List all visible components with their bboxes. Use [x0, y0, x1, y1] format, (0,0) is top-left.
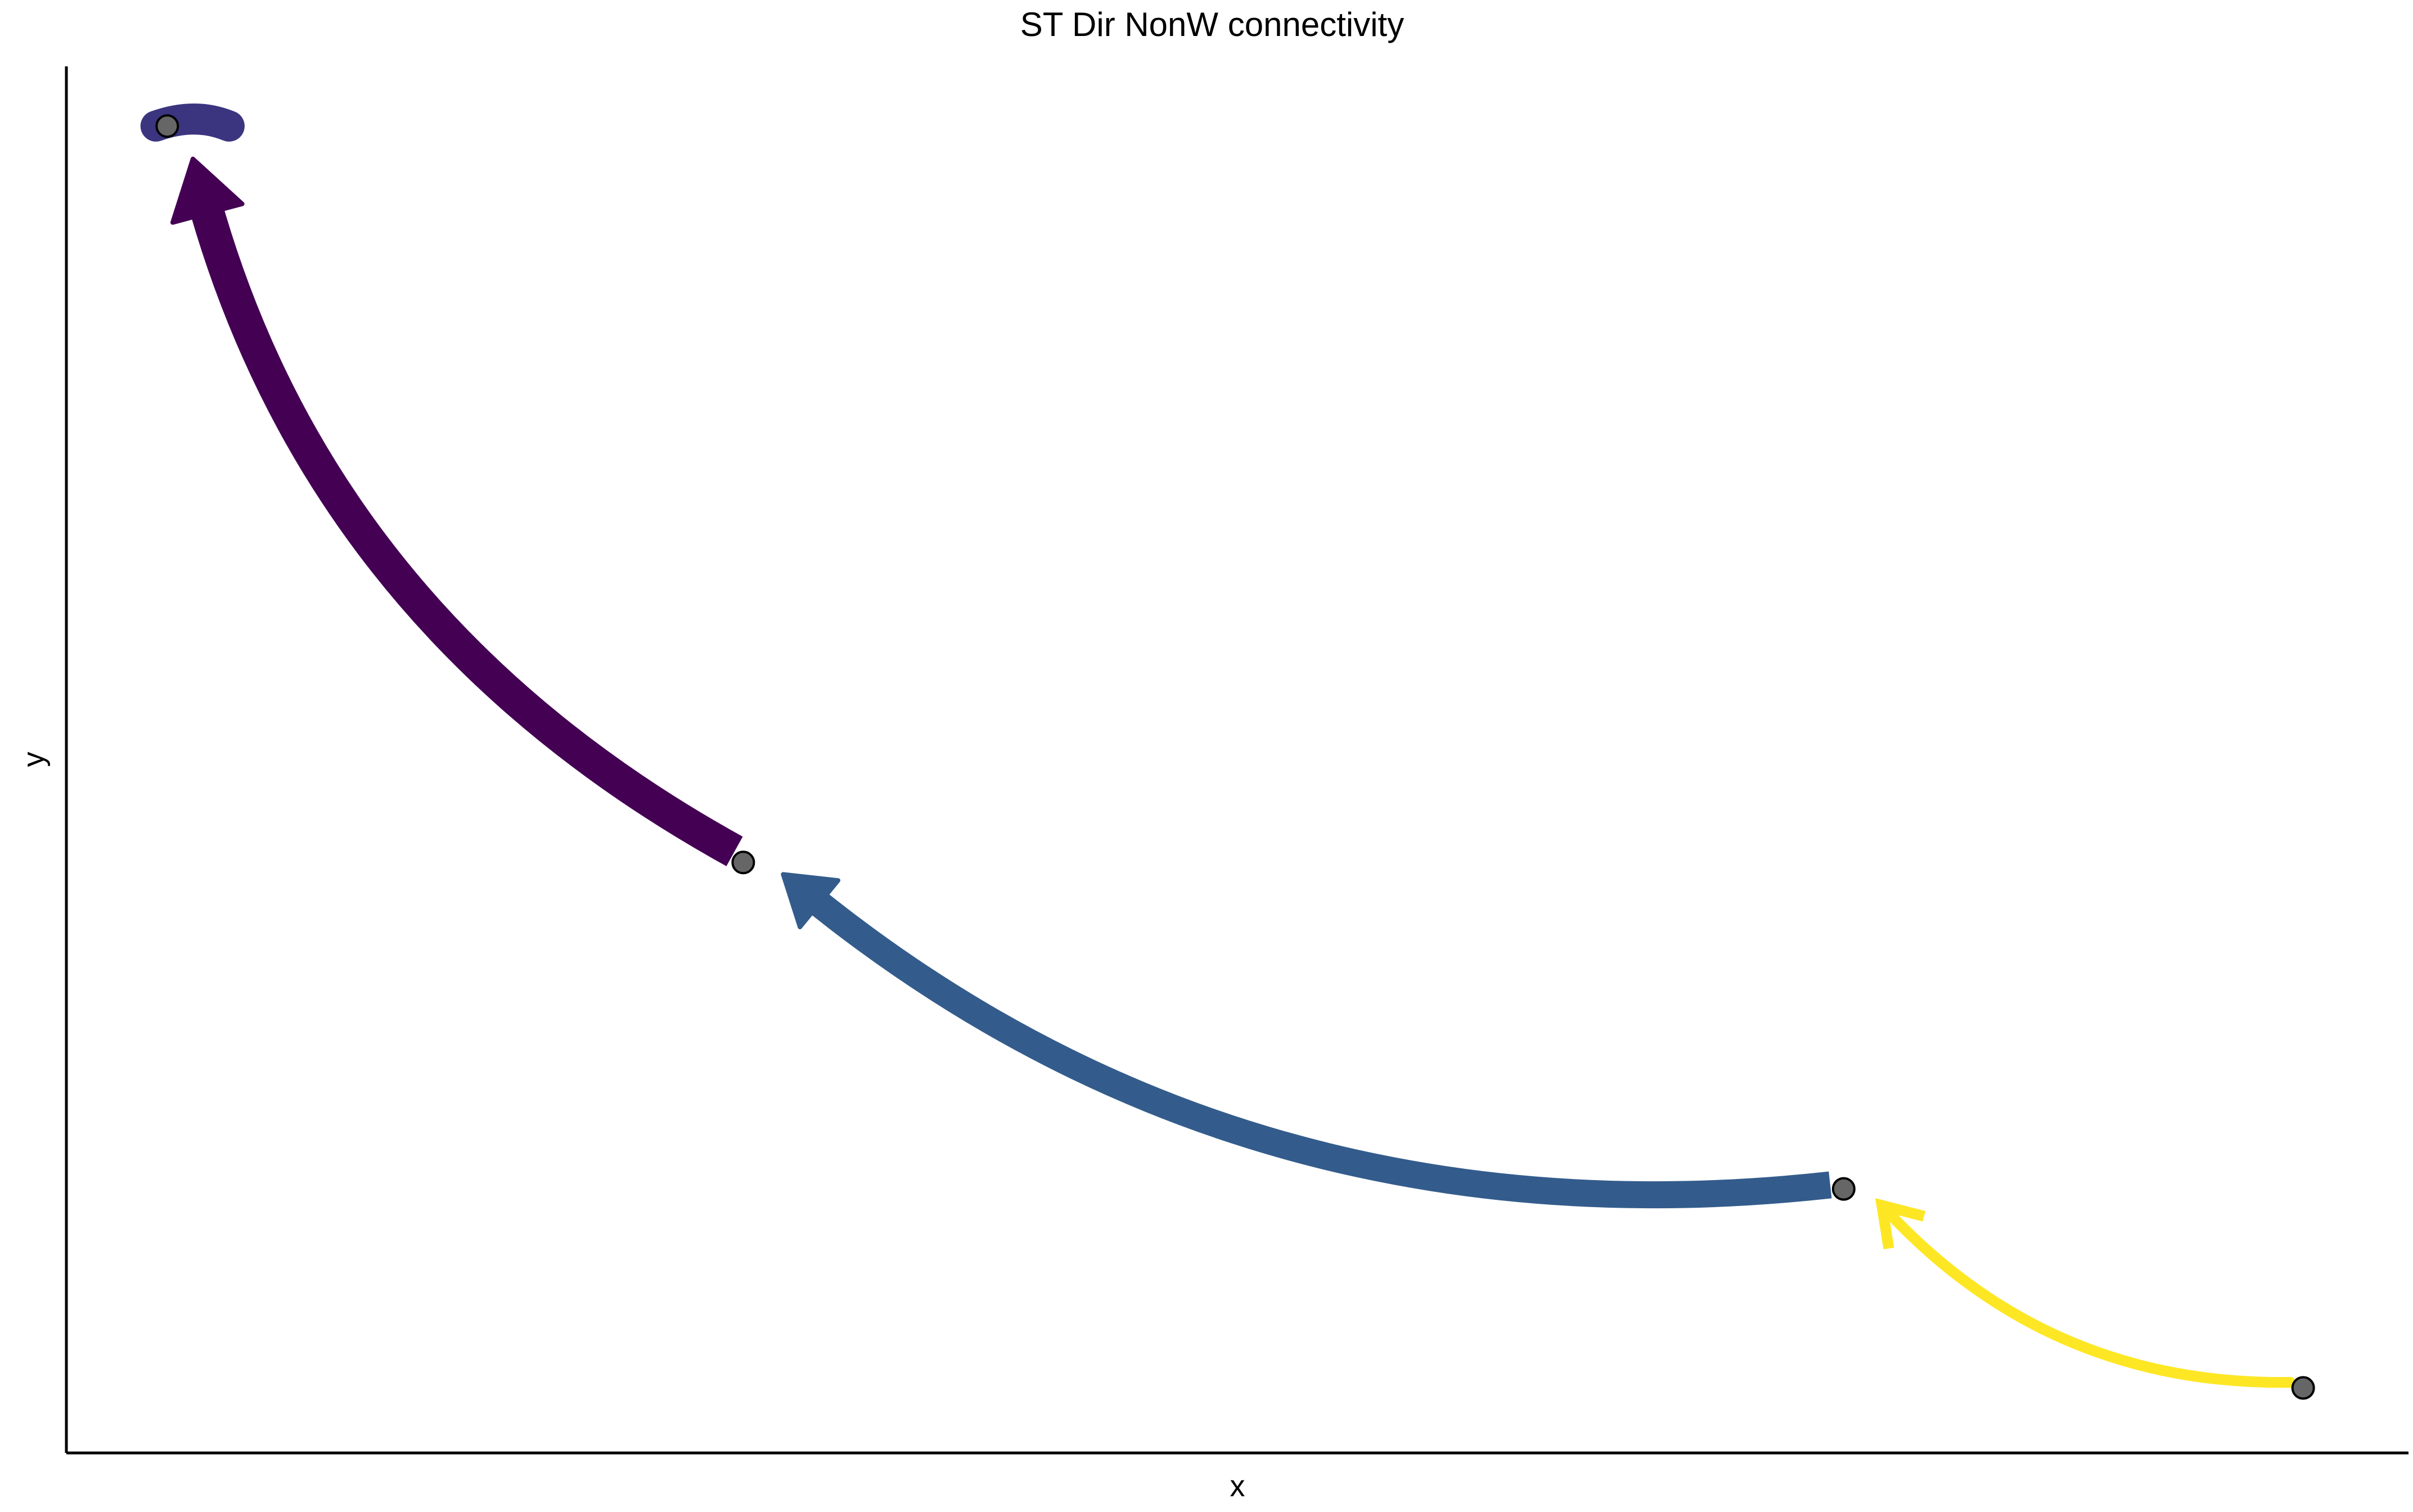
- edge-n2-n1: [170, 156, 743, 866]
- node-point: [1831, 1177, 1856, 1201]
- edge-arrowhead: [170, 156, 245, 225]
- edge-arrowhead: [781, 872, 841, 930]
- node-point: [2291, 1376, 2315, 1400]
- edge-line: [794, 880, 1832, 1209]
- edge-n4-n3: [1875, 1198, 2296, 1388]
- nodes-layer: [155, 114, 2315, 1400]
- node-point: [155, 114, 179, 138]
- edge-line: [184, 184, 743, 866]
- edge-n3-n2: [781, 872, 1832, 1209]
- edge-line: [1876, 1200, 2296, 1388]
- y-axis-label: y: [17, 752, 51, 767]
- edges-layer: [140, 104, 2296, 1388]
- chart-title: ST Dir NonW connectivity: [1020, 6, 1404, 43]
- x-axis-label: x: [1230, 1469, 1245, 1503]
- edge-arrowhead: [1875, 1198, 1926, 1250]
- node-point: [731, 850, 755, 875]
